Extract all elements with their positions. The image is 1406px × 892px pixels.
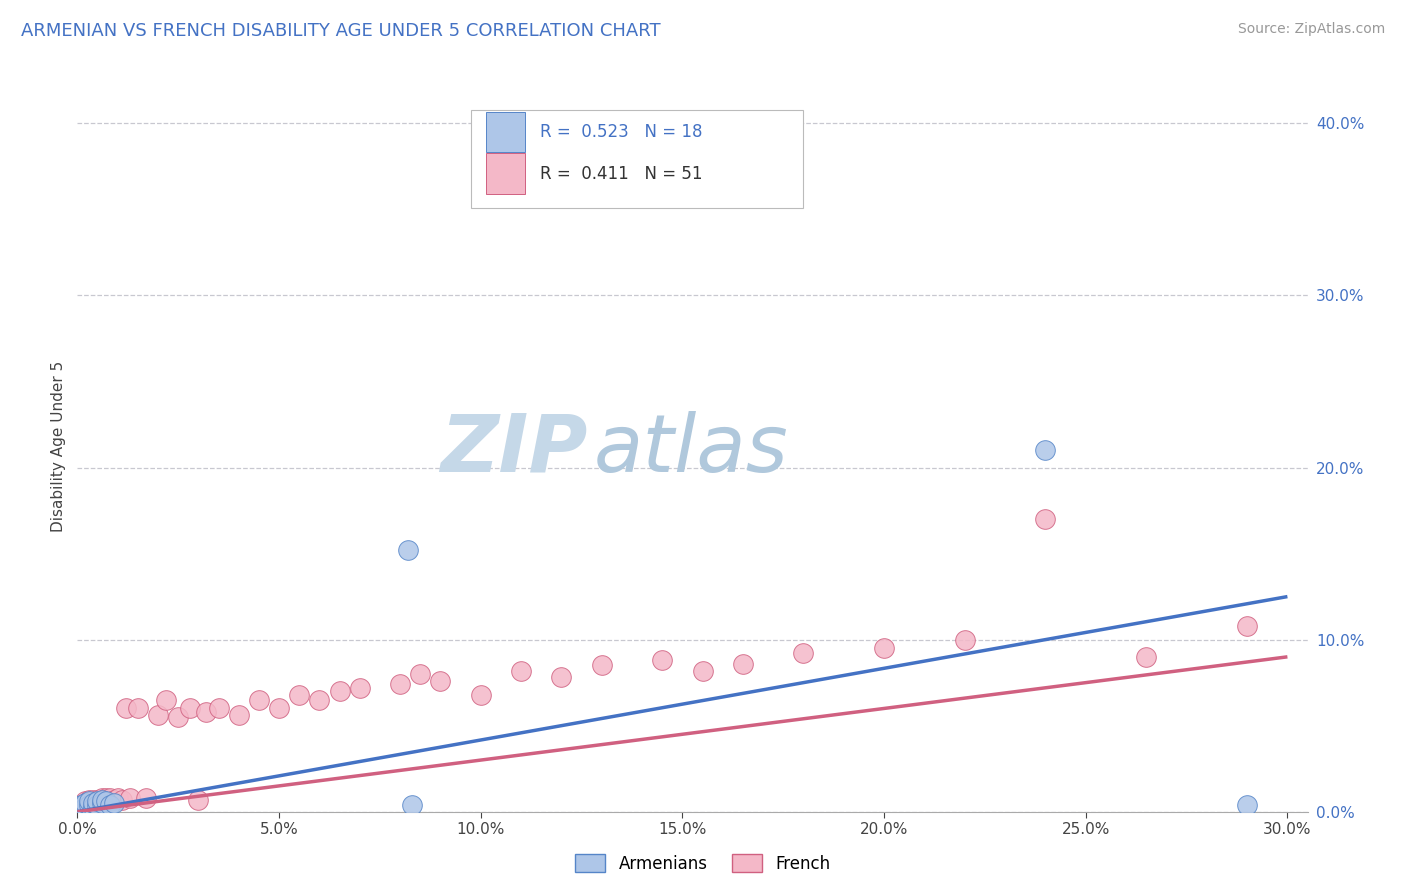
- Point: [70, 797, 93, 812]
- Point: [591, 658, 613, 673]
- Point: [792, 646, 814, 660]
- Point: [114, 701, 136, 715]
- Point: [79, 796, 101, 810]
- Text: atlas: atlas: [595, 410, 789, 489]
- Point: [267, 701, 290, 715]
- Point: [288, 688, 311, 702]
- Point: [127, 701, 149, 715]
- Point: [94, 791, 117, 805]
- Point: [75, 796, 97, 810]
- Point: [1035, 512, 1057, 526]
- Point: [187, 792, 209, 806]
- Point: [247, 693, 270, 707]
- Point: [179, 701, 201, 715]
- Point: [94, 794, 117, 808]
- Point: [111, 792, 134, 806]
- FancyBboxPatch shape: [486, 112, 526, 152]
- Point: [86, 796, 108, 810]
- Text: Source: ZipAtlas.com: Source: ZipAtlas.com: [1237, 22, 1385, 37]
- Point: [82, 792, 104, 806]
- Text: R =  0.523   N = 18: R = 0.523 N = 18: [540, 123, 703, 141]
- Point: [308, 693, 330, 707]
- Point: [79, 792, 101, 806]
- Point: [1135, 649, 1157, 664]
- Point: [103, 792, 125, 806]
- Point: [90, 792, 112, 806]
- Point: [86, 794, 108, 808]
- Point: [207, 701, 229, 715]
- Point: [135, 791, 157, 805]
- Point: [103, 796, 125, 810]
- Point: [70, 797, 93, 812]
- Point: [75, 794, 97, 808]
- Point: [167, 710, 190, 724]
- Text: R =  0.411   N = 51: R = 0.411 N = 51: [540, 164, 703, 183]
- Point: [396, 543, 419, 558]
- Point: [401, 797, 423, 812]
- Legend: Armenians, French: Armenians, French: [568, 847, 838, 880]
- Point: [90, 791, 112, 805]
- Point: [86, 797, 108, 812]
- Point: [470, 688, 492, 702]
- Point: [953, 632, 976, 647]
- Point: [82, 799, 104, 814]
- Point: [429, 673, 451, 688]
- Point: [86, 792, 108, 806]
- Point: [146, 708, 169, 723]
- Point: [328, 684, 350, 698]
- Point: [155, 693, 177, 707]
- Point: [75, 799, 97, 814]
- FancyBboxPatch shape: [471, 110, 803, 209]
- Point: [82, 796, 104, 810]
- Point: [1035, 443, 1057, 458]
- Point: [349, 681, 371, 695]
- Point: [79, 794, 101, 808]
- Point: [651, 653, 673, 667]
- Point: [82, 796, 104, 810]
- Point: [873, 641, 896, 656]
- Point: [550, 671, 572, 685]
- Y-axis label: Disability Age Under 5: Disability Age Under 5: [51, 360, 66, 532]
- Point: [389, 677, 412, 691]
- Point: [228, 708, 250, 723]
- Point: [94, 794, 117, 808]
- Point: [1236, 619, 1258, 633]
- Point: [195, 705, 218, 719]
- Point: [107, 791, 129, 805]
- FancyBboxPatch shape: [486, 153, 526, 194]
- Text: ARMENIAN VS FRENCH DISABILITY AGE UNDER 5 CORRELATION CHART: ARMENIAN VS FRENCH DISABILITY AGE UNDER …: [21, 22, 661, 40]
- Text: ZIP: ZIP: [440, 410, 588, 489]
- Point: [510, 664, 533, 678]
- Point: [90, 794, 112, 808]
- Point: [79, 797, 101, 812]
- Point: [98, 797, 121, 812]
- Point: [90, 796, 112, 810]
- Point: [98, 794, 121, 808]
- Point: [731, 657, 754, 671]
- Point: [692, 664, 714, 678]
- Point: [409, 667, 432, 681]
- Point: [98, 791, 121, 805]
- Point: [1236, 797, 1258, 812]
- Point: [118, 791, 141, 805]
